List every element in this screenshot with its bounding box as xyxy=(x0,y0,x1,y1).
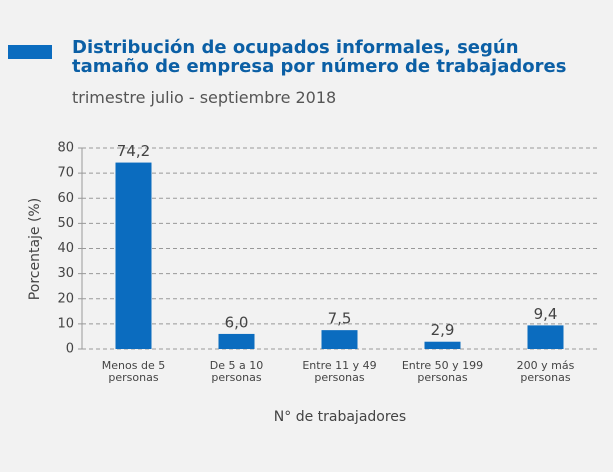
y-tick-label: 10 xyxy=(57,316,74,331)
x-tick-label: De 5 a 10 personas xyxy=(210,359,263,384)
y-tick-label: 80 xyxy=(57,141,74,156)
value-label: 7,5 xyxy=(328,310,352,328)
y-tick-label: 20 xyxy=(57,291,74,306)
x-tick-label: Menos de 5 personas xyxy=(102,359,165,384)
bar xyxy=(115,162,152,349)
bar xyxy=(321,330,358,349)
value-label: 9,4 xyxy=(534,305,558,323)
y-axis-label: Porcentaje (%) xyxy=(27,198,43,300)
y-tick-label: 60 xyxy=(57,191,74,206)
title-badge xyxy=(8,45,52,59)
x-tick-label: Entre 11 y 49 personas xyxy=(302,359,376,384)
x-axis-label: N° de trabajadores xyxy=(274,409,406,425)
y-tick-label: 0 xyxy=(66,342,74,357)
y-tick-label: 40 xyxy=(57,241,74,256)
bar xyxy=(218,333,255,349)
y-tick-label: 70 xyxy=(57,166,74,181)
x-tick-label: Entre 50 y 199 personas xyxy=(402,359,483,384)
x-tick-label: 200 y más personas xyxy=(517,359,575,384)
chart-subtitle: trimestre julio - septiembre 2018 xyxy=(72,88,337,107)
bar xyxy=(424,341,461,349)
y-tick-label: 30 xyxy=(57,266,74,281)
bar xyxy=(527,325,564,349)
value-label: 2,9 xyxy=(431,321,455,339)
chart-title: Distribución de ocupados informales, seg… xyxy=(72,37,567,77)
value-label: 6,0 xyxy=(225,313,249,331)
value-label: 74,2 xyxy=(117,142,150,160)
y-tick-label: 50 xyxy=(57,216,74,231)
